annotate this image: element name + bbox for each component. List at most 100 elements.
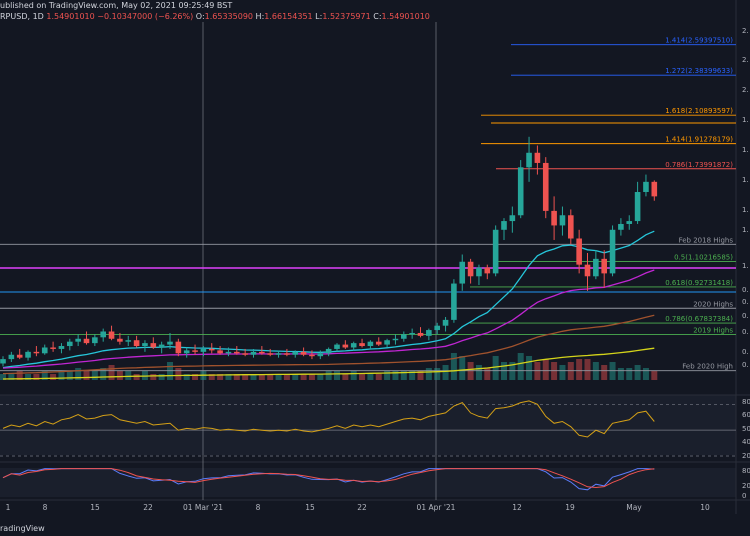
- candle-body: [609, 229, 616, 274]
- x-axis-tick-label: 01 Mar '21: [183, 503, 223, 512]
- rsi-axis-tick-label: 50: [742, 425, 750, 433]
- candle-body: [534, 152, 541, 163]
- candle-body: [593, 258, 599, 277]
- volume-bar: [233, 374, 240, 380]
- volume-bar: [359, 374, 366, 380]
- candle-body: [626, 221, 633, 224]
- ema-20-line: [2, 230, 655, 369]
- volume-bar: [217, 374, 224, 380]
- fib-level-label: 0.786(1.73991872): [665, 161, 733, 169]
- candle-body: [317, 353, 324, 357]
- chart-background: [0, 0, 750, 514]
- candle-body: [142, 343, 148, 347]
- x-axis-tick-label: 22: [143, 503, 153, 512]
- candle-body: [108, 331, 115, 339]
- candle-body: [367, 341, 374, 347]
- stoch-rsi-panel: [2, 468, 655, 491]
- candle-body: [409, 332, 415, 335]
- volume-bar: [350, 371, 357, 380]
- candle-body: [225, 351, 232, 354]
- candle-body: [334, 344, 340, 349]
- high-label: H:: [255, 12, 265, 21]
- ema-200-line: [2, 347, 655, 380]
- x-axis-tick-label: 8: [43, 503, 48, 512]
- rsi-panel: [0, 400, 736, 457]
- candle-body: [442, 319, 449, 326]
- x-axis-tick-label: 15: [305, 503, 315, 512]
- candle-body: [392, 338, 399, 341]
- x-axis-tick-label: 1: [6, 503, 11, 512]
- fib-level-label: Feb 2020 High: [682, 363, 733, 371]
- price-axis-tick-label: 0.: [742, 298, 749, 306]
- open-value: 1.65335090: [204, 12, 253, 21]
- candle-body: [350, 343, 357, 348]
- ohlc-line: RPUSD, 1D 1.54901010 −0.10347000 (−6.26%…: [0, 12, 430, 21]
- volume-bar: [308, 374, 315, 380]
- published-text: ublished on TradingView.com, May 02, 202…: [0, 1, 233, 10]
- rsi-axis-tick-label: 20: [742, 452, 750, 460]
- fib-level-label: 1.414(1.91278179): [665, 136, 733, 144]
- volume-bar: [584, 359, 591, 380]
- candle-body: [417, 332, 424, 336]
- volume-bar: [442, 365, 449, 380]
- brand-text: radingView: [0, 524, 45, 533]
- low-label: L:: [315, 12, 323, 21]
- candle-body: [275, 353, 282, 355]
- rsi-axis-tick-label: 40: [742, 438, 750, 446]
- volume-bar: [475, 365, 482, 380]
- volume-bar: [392, 371, 399, 380]
- volume-bar: [300, 374, 307, 380]
- candle-body: [459, 261, 466, 284]
- last-price: 1.54901010: [46, 12, 95, 21]
- candle-body: [501, 221, 507, 230]
- volume-bar: [16, 371, 23, 380]
- price-axis-tick-label: 1.: [742, 116, 749, 124]
- volume-bar: [133, 374, 140, 380]
- published-line: ublished on TradingView.com, May 02, 202…: [0, 1, 232, 10]
- candle-body: [200, 348, 207, 352]
- fib-levels: 1.414(2.59397510) 1.272(2.38399633) 1.618(…: [0, 37, 736, 372]
- rsi-line: [2, 400, 655, 438]
- candle-body: [33, 351, 40, 354]
- volume-bar: [41, 371, 48, 380]
- x-axis-tick-label: 8: [256, 503, 261, 512]
- volume-bar: [208, 374, 215, 380]
- price-axis-tick-label: 2.: [742, 27, 749, 35]
- candle-body: [309, 354, 315, 357]
- volume-bar: [617, 368, 624, 380]
- price-change: −0.10347000 (−6.26%): [97, 12, 194, 21]
- candle-body: [342, 344, 349, 348]
- volume-bar: [25, 374, 32, 380]
- volume-bar: [450, 353, 457, 380]
- x-axis-tick-label: 10: [700, 503, 710, 512]
- volume-bar: [100, 368, 107, 380]
- fib-level-label: 2019 Highs: [693, 326, 733, 334]
- x-axis-tick-label: 19: [565, 503, 575, 512]
- candle-body: [234, 351, 240, 354]
- price-axis-tick-label: 1.: [742, 146, 749, 154]
- candle-body: [158, 344, 165, 348]
- candle-body: [559, 215, 566, 226]
- stoch-axis-tick-label: 0: [742, 492, 746, 500]
- candle-body: [83, 338, 90, 344]
- volume-bar: [275, 374, 282, 380]
- candle-body: [150, 343, 157, 348]
- price-axis-tick-label: 0.: [742, 328, 749, 336]
- stoch-axis-tick-label: 20: [742, 482, 750, 490]
- x-axis-tick-label: 12: [512, 503, 522, 512]
- volume-bar: [125, 371, 132, 380]
- price-axis-tick-label: 0.: [742, 286, 749, 294]
- fib-level-label: 0.5(1.10216585): [674, 253, 733, 261]
- candle-body: [300, 351, 307, 355]
- candle-body: [250, 351, 257, 355]
- candle-body: [526, 152, 532, 168]
- x-axis-tick-label: May: [626, 503, 642, 512]
- tradingview-brand: radingView: [0, 524, 45, 533]
- candle-body: [133, 340, 140, 347]
- volume-bar: [342, 374, 349, 380]
- fib-level-label: 2020 Highs: [693, 300, 733, 308]
- volume-bars: [0, 353, 658, 380]
- volume-bar: [526, 356, 533, 380]
- close-value: 1.54901010: [381, 12, 430, 21]
